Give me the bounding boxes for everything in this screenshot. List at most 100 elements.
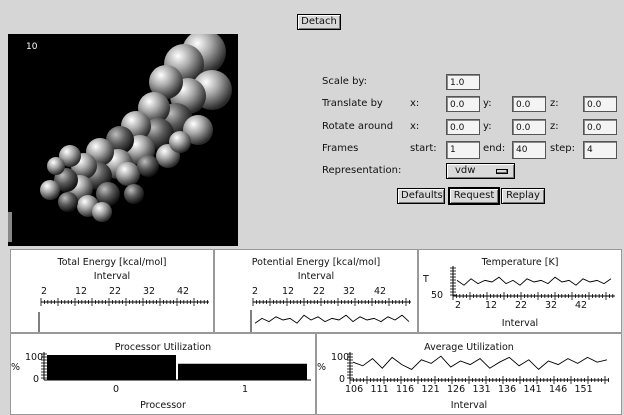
au-ytick-bottom: 0	[339, 374, 346, 385]
atom	[124, 184, 144, 204]
tick-label: 22	[313, 286, 326, 297]
translate-y-input[interactable]: 0.0	[512, 96, 546, 112]
translate-x-input[interactable]: 0.0	[446, 96, 480, 112]
atom	[183, 115, 213, 145]
series-line	[456, 276, 612, 286]
atom	[96, 182, 120, 206]
au-ytick-top: 100	[331, 352, 350, 363]
total-energy-xlabel: Interval	[93, 271, 131, 282]
defaults-button[interactable]: Defaults	[397, 188, 445, 204]
tick-label: 146	[549, 384, 568, 395]
series-line	[352, 355, 608, 371]
temperature-ytick: 50	[431, 290, 444, 301]
temperature-title: Temperature [K]	[481, 257, 559, 268]
tick-label: 12	[75, 286, 88, 297]
tick-label: 22	[515, 300, 528, 311]
translate-z-label: z:	[550, 98, 559, 109]
tick-label: 141	[523, 384, 542, 395]
atom	[116, 162, 140, 186]
total-energy-title: Total Energy [kcal/mol]	[57, 257, 167, 268]
temperature-xlabel: Interval	[501, 318, 539, 329]
translate-label: Translate by	[322, 98, 383, 109]
frames-step-input[interactable]: 4	[583, 141, 617, 159]
temperature-ylabel: T	[423, 274, 429, 285]
atom	[40, 180, 60, 200]
tick-label: 32	[143, 286, 156, 297]
average-utilization-panel: Average Utilization 100 % 0 106 111 116 121…	[316, 333, 622, 415]
tick-label: 106	[345, 384, 364, 395]
temperature-chart	[450, 266, 615, 300]
pu-ylabel: %	[11, 362, 21, 373]
tick-label: 151	[574, 384, 593, 395]
bar-processor-0	[47, 355, 176, 380]
tick-label: 111	[370, 384, 389, 395]
tick-label: 32	[545, 300, 558, 311]
atom	[59, 145, 81, 167]
frames-start-input[interactable]: 1	[446, 141, 480, 159]
series-line	[254, 314, 410, 324]
tick-label: 42	[177, 286, 190, 297]
scale-input[interactable]: 1.0	[446, 74, 480, 90]
potential-energy-xlabel: Interval	[297, 271, 335, 282]
frames-start-label: start:	[410, 143, 437, 154]
translate-x-label: x:	[410, 98, 420, 109]
atom	[47, 157, 65, 175]
tick-label: 32	[343, 286, 356, 297]
frames-end-label: end:	[483, 143, 506, 154]
rotate-z-input[interactable]: 0.0	[583, 119, 617, 135]
tick-label: 22	[109, 286, 122, 297]
atom	[58, 192, 78, 212]
tick-label: 126	[447, 384, 466, 395]
atom	[169, 131, 191, 153]
total-energy-panel: Total Energy [kcal/mol] Interval 2 12 22…	[10, 249, 214, 333]
molecule-viewer[interactable]: 10	[8, 34, 238, 246]
rotate-y-input[interactable]: 0.0	[512, 119, 546, 135]
frame-number: 10	[26, 42, 38, 52]
rotate-x-input[interactable]: 0.0	[446, 119, 480, 135]
tick-label: 121	[421, 384, 440, 395]
potential-energy-title: Potential Energy [kcal/mol]	[251, 257, 381, 268]
tick-label: 2	[41, 286, 48, 297]
representation-label: Representation:	[322, 165, 402, 176]
average-utilization-title: Average Utilization	[424, 342, 514, 353]
translate-y-label: y:	[483, 98, 492, 109]
average-utilization-xlabel: Interval	[450, 400, 488, 411]
processor-utilization-xlabel: Processor	[140, 400, 186, 411]
tick-label: 42	[575, 300, 588, 311]
au-ylabel: %	[317, 362, 327, 373]
rotate-x-label: x:	[410, 121, 420, 132]
processor-utilization-panel: Processor Utilization 100 % 0 0 1 Proces…	[10, 333, 316, 415]
processor-utilization-chart	[41, 352, 311, 381]
detach-button[interactable]: Detach	[297, 14, 341, 30]
tick-label: 2	[252, 286, 259, 297]
bar-processor-1	[178, 363, 307, 380]
atom	[149, 65, 183, 99]
tick-label: 42	[374, 286, 387, 297]
scale-label: Scale by:	[322, 76, 367, 87]
tick-label: 116	[396, 384, 415, 395]
tick-label: 131	[472, 384, 491, 395]
processor-utilization-title: Processor Utilization	[114, 342, 212, 353]
tick-label: 0	[113, 384, 120, 395]
pu-ytick-top: 100	[25, 352, 44, 363]
average-utilization-chart	[347, 352, 609, 384]
rotate-y-label: y:	[483, 121, 492, 132]
potential-energy-chart	[250, 298, 411, 332]
temperature-panel: Temperature [K] T 50 2 12 22 32 42 Inter…	[418, 249, 622, 333]
tick-label: 136	[498, 384, 517, 395]
molecule-render	[8, 34, 232, 242]
frames-end-input[interactable]: 40	[512, 141, 546, 159]
potential-energy-panel: Potential Energy [kcal/mol] Interval 2 1…	[214, 249, 418, 333]
rotate-z-label: z:	[550, 121, 559, 132]
representation-value: vdw	[455, 165, 476, 176]
frames-step-label: step:	[550, 143, 575, 154]
representation-select[interactable]: vdw	[446, 163, 515, 179]
tick-label: 2	[455, 300, 462, 311]
request-button[interactable]: Request	[448, 187, 500, 205]
replay-button[interactable]: Replay	[501, 188, 545, 204]
translate-z-input[interactable]: 0.0	[583, 96, 617, 112]
atom	[92, 202, 112, 222]
frames-label: Frames	[322, 143, 359, 154]
pu-ytick-bottom: 0	[33, 374, 40, 385]
rotate-label: Rotate around	[322, 121, 394, 132]
